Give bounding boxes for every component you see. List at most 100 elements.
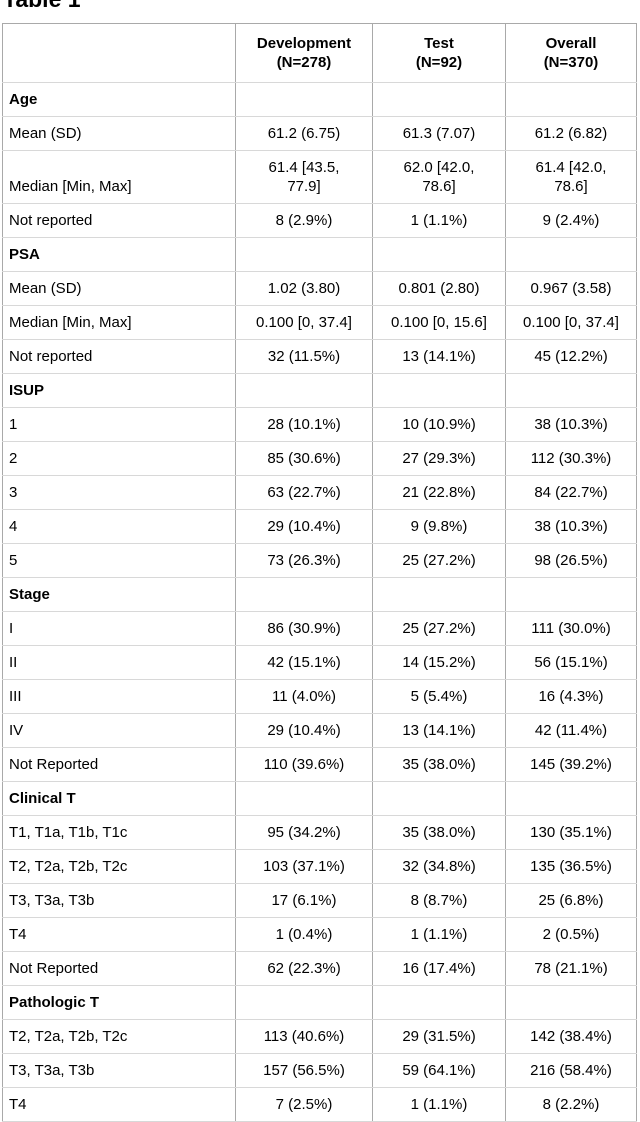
value-cell: 62.0 [42.0, 78.6] [372,150,506,204]
table-row: T2, T2a, T2b, T2c 103 (37.1%) 32 (34.8%) 13… [2,849,637,884]
value-cell [372,237,506,272]
row-label: T4 [2,1087,236,1122]
value-cell: 0.100 [0, 37.4] [505,305,637,340]
value-cell: 16 (17.4%) [372,951,506,986]
value-cell [505,237,637,272]
row-label: Mean (SD) [2,116,236,151]
value-cell: 29 (10.4%) [235,509,373,544]
value-cell: 0.801 (2.80) [372,271,506,306]
value-cell: 11 (4.0%) [235,679,373,714]
row-label: 2 [2,441,236,476]
value-cell: 1 (1.1%) [372,203,506,238]
value-cell: 29 (10.4%) [235,713,373,748]
baseline-characteristics-table: Development (N=278) Test (N=92) Overall … [2,23,637,1122]
value-cell: 25 (27.2%) [372,611,506,646]
table-row: 5 73 (26.3%) 25 (27.2%) 98 (26.5%) [2,543,637,578]
value-cell: 78 (21.1%) [505,951,637,986]
header-cell-test: Test (N=92) [372,23,506,83]
value-cell: 135 (36.5%) [505,849,637,884]
value-cell: 84 (22.7%) [505,475,637,510]
value-cell: 35 (38.0%) [372,815,506,850]
table-row: Mean (SD) 61.2 (6.75) 61.3 (7.07) 61.2 (6.8… [2,116,637,151]
value-cell [505,985,637,1020]
value-cell: 42 (15.1%) [235,645,373,680]
value-cell: 45 (12.2%) [505,339,637,374]
section-row: ISUP [2,373,637,408]
value-cell: 1 (1.1%) [372,917,506,952]
value-cell: 32 (11.5%) [235,339,373,374]
value-cell: 29 (31.5%) [372,1019,506,1054]
value-cell: 35 (38.0%) [372,747,506,782]
value-cell: 8 (8.7%) [372,883,506,918]
value-cell: 21 (22.8%) [372,475,506,510]
row-label: III [2,679,236,714]
table-row: T3, T3a, T3b 17 (6.1%) 8 (8.7%) 25 (6.8%) [2,883,637,918]
table-row: 4 29 (10.4%) 9 (9.8%) 38 (10.3%) [2,509,637,544]
row-label: Not reported [2,203,236,238]
value-cell: 28 (10.1%) [235,407,373,442]
value-cell: 5 (5.4%) [372,679,506,714]
value-cell [505,577,637,612]
value-cell [235,985,373,1020]
table-row: Not Reported 62 (22.3%) 16 (17.4%) 78 (21.1… [2,951,637,986]
row-label: T3, T3a, T3b [2,1053,236,1088]
value-cell: 61.4 [42.0, 78.6] [505,150,637,204]
value-cell: 32 (34.8%) [372,849,506,884]
value-cell: 1 (1.1%) [372,1087,506,1122]
value-cell: 86 (30.9%) [235,611,373,646]
section-row: Age [2,82,637,117]
table-row: Median [Min, Max] 61.4 [43.5, 77.9] 62.0 [… [2,150,637,204]
row-label: 3 [2,475,236,510]
section-label: Clinical T [2,781,236,816]
section-row: PSA [2,237,637,272]
value-cell [235,577,373,612]
value-cell: 7 (2.5%) [235,1087,373,1122]
row-label: Not Reported [2,951,236,986]
section-row: Clinical T [2,781,637,816]
value-cell: 216 (58.4%) [505,1053,637,1088]
row-label: I [2,611,236,646]
row-label: T3, T3a, T3b [2,883,236,918]
value-cell: 0.100 [0, 15.6] [372,305,506,340]
table-row: 1 28 (10.1%) 10 (10.9%) 38 (10.3%) [2,407,637,442]
row-label: II [2,645,236,680]
section-label: Stage [2,577,236,612]
table-row: T2, T2a, T2b, T2c 113 (40.6%) 29 (31.5%) 14… [2,1019,637,1054]
table-row: I 86 (30.9%) 25 (27.2%) 111 (30.0%) [2,611,637,646]
table-row: T3, T3a, T3b 157 (56.5%) 59 (64.1%) 216 (58… [2,1053,637,1088]
value-cell: 25 (6.8%) [505,883,637,918]
value-cell: 56 (15.1%) [505,645,637,680]
table-row: II 42 (15.1%) 14 (15.2%) 56 (15.1%) [2,645,637,680]
header-cell-overall: Overall (N=370) [505,23,637,83]
table-row: T4 1 (0.4%) 1 (1.1%) 2 (0.5%) [2,917,637,952]
page-title: Table 1 [3,0,640,12]
value-cell [505,82,637,117]
section-label: ISUP [2,373,236,408]
row-label: 5 [2,543,236,578]
value-cell: 13 (14.1%) [372,713,506,748]
value-cell [372,985,506,1020]
row-label: T4 [2,917,236,952]
header-cell-empty [2,23,236,83]
value-cell: 113 (40.6%) [235,1019,373,1054]
row-label: Mean (SD) [2,271,236,306]
value-cell: 38 (10.3%) [505,407,637,442]
value-cell: 1 (0.4%) [235,917,373,952]
value-cell [235,373,373,408]
table-row: Not reported 32 (11.5%) 13 (14.1%) 45 (12.2… [2,339,637,374]
section-label: Pathologic T [2,985,236,1020]
value-cell: 9 (9.8%) [372,509,506,544]
table-row: Not Reported 110 (39.6%) 35 (38.0%) 145 (39… [2,747,637,782]
row-label: Median [Min, Max] [2,150,236,204]
value-cell: 130 (35.1%) [505,815,637,850]
value-cell: 25 (27.2%) [372,543,506,578]
row-label: T1, T1a, T1b, T1c [2,815,236,850]
value-cell: 61.4 [43.5, 77.9] [235,150,373,204]
section-row: Pathologic T [2,985,637,1020]
row-label: Not reported [2,339,236,374]
value-cell: 0.967 (3.58) [505,271,637,306]
value-cell: 59 (64.1%) [372,1053,506,1088]
value-cell: 8 (2.2%) [505,1087,637,1122]
value-cell: 85 (30.6%) [235,441,373,476]
value-cell [372,82,506,117]
